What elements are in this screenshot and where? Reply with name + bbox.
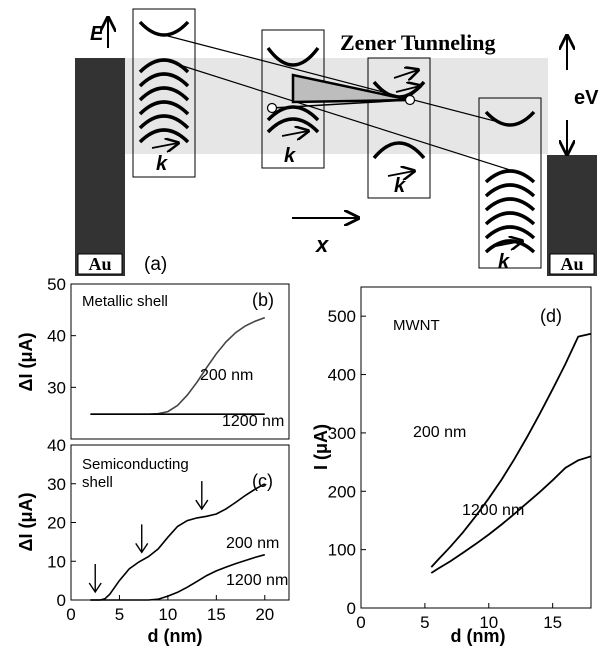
bias-window (118, 58, 548, 154)
left-electrode-label: Au (88, 254, 111, 274)
k-vectors (151, 70, 522, 246)
k-label-3: k (394, 175, 406, 197)
right-electrode-label-box (549, 253, 595, 275)
bands-box-4 (484, 110, 536, 254)
panel-b-y-tick-label: 30 (47, 378, 66, 397)
panel-d-x-axis-label: d (nm) (451, 626, 506, 646)
panel-b-y-tick-label: 40 (47, 327, 66, 346)
panel-c-y-axis-label: ΔI (μA) (16, 493, 36, 552)
panel-d-y-axis-label: I (μA) (311, 424, 331, 470)
tunneling-path (271, 99, 411, 109)
panel-d-y-tick-label: 300 (328, 424, 356, 443)
panel-c-x-tick-label: 0 (66, 605, 75, 624)
kspace-box-1 (132, 8, 196, 178)
panel-d: MWNT (d) I (μA) d (nm) 0 100 200 300 400 500 0… (311, 286, 592, 646)
panel-c-label: (c) (252, 471, 273, 491)
panel-c-series-1200nm-label: 1200 nm (226, 572, 288, 589)
tunneling-barrier (291, 73, 411, 104)
panel-b-label: (b) (252, 290, 274, 310)
panel-d-x-tick-label: 5 (420, 613, 429, 632)
panel-c-y-tick-label: 30 (47, 475, 66, 494)
panel-d-series-1200nm-line (430, 455, 592, 574)
panel-c-series-1200nm-line (90, 553, 266, 601)
left-electrode (75, 58, 125, 276)
panel-c-y-tick-label: 20 (47, 514, 66, 533)
panel-d-y-tick-label: 400 (328, 366, 356, 385)
panel-d-series-200nm-line (430, 332, 592, 568)
panel-b: Metallic shell (b) ΔI (μA) 30 40 50 200 nm… (16, 275, 290, 440)
x-axis-label: x (315, 232, 329, 257)
kspace-box-3 (367, 57, 431, 199)
panel-d-y-tick-label: 500 (328, 307, 356, 326)
electron-end (404, 94, 416, 106)
panel-b-annotation: Metallic shell (82, 293, 168, 310)
panel-d-x-tick-label: 10 (479, 613, 498, 632)
panel-c: Semiconducting shell (c) ΔI (μA) d (nm) … (16, 436, 290, 646)
panel-c-x-tick-label: 5 (115, 605, 124, 624)
panel-d-label: (d) (540, 306, 562, 326)
panel-c-x-tick-label: 15 (207, 605, 226, 624)
bands-box-1 (138, 20, 190, 144)
valence-band-edge (163, 59, 511, 171)
panel-c-step-arrowhead (88, 582, 102, 594)
k-label-4: k (498, 251, 510, 273)
panel-c-y-tick-label: 40 (47, 436, 66, 455)
kspace-box-4 (478, 97, 542, 269)
panel-c-step-arrowhead (195, 499, 209, 511)
panel-c-x-tick-label: 20 (255, 605, 274, 624)
k-label-2: k (284, 145, 296, 167)
energy-axis-label: E (90, 23, 104, 45)
panel-b-series-200nm-line (90, 316, 266, 416)
k-label-1: k (156, 153, 168, 175)
panel-c-series-200nm-label: 200 nm (226, 535, 279, 552)
zener-tunneling-label: Zener Tunneling (340, 30, 496, 55)
panel-d-series-200nm-label: 200 nm (413, 424, 466, 441)
panel-d-x-tick-label: 15 (543, 613, 562, 632)
panel-d-x-tick-label: 0 (356, 613, 365, 632)
panel-b-y-axis-label: ΔI (μA) (16, 333, 36, 392)
left-electrode-label-box (77, 253, 123, 275)
panel-b-series-1200nm-label: 1200 nm (222, 413, 284, 430)
panel-c-y-tick-label: 10 (47, 552, 66, 571)
panel-b-series-200nm-label: 200 nm (200, 367, 253, 384)
panel-d-y-tick-label: 0 (347, 599, 356, 618)
panel-c-x-tick-label: 10 (158, 605, 177, 624)
panel-b-frame (70, 283, 290, 440)
panel-c-annotation-line1: Semiconducting (82, 456, 189, 473)
bias-label: eV (574, 87, 599, 109)
right-electrode-label: Au (560, 254, 583, 274)
panel-c-annotation-line2: shell (82, 474, 113, 491)
panel-d-y-tick-label: 100 (328, 541, 356, 560)
panel-a-label: (a) (144, 254, 167, 275)
panel-d-frame (360, 286, 592, 609)
panel-d-annotation: MWNT (393, 317, 440, 334)
panel-c-x-axis-label: d (nm) (148, 626, 203, 646)
conduction-band-edge (163, 34, 511, 126)
band-diagram: Au Au E (75, 8, 599, 276)
panel-c-y-tick-label: 0 (57, 591, 66, 610)
panel-d-series-1200nm-label: 1200 nm (462, 502, 524, 519)
panel-c-step-arrowhead (135, 543, 149, 554)
panel-b-y-tick-label: 50 (47, 275, 66, 294)
electron-start (266, 102, 278, 114)
panel-c-series-200nm-line (90, 483, 266, 601)
panel-d-y-tick-label: 200 (328, 482, 356, 501)
